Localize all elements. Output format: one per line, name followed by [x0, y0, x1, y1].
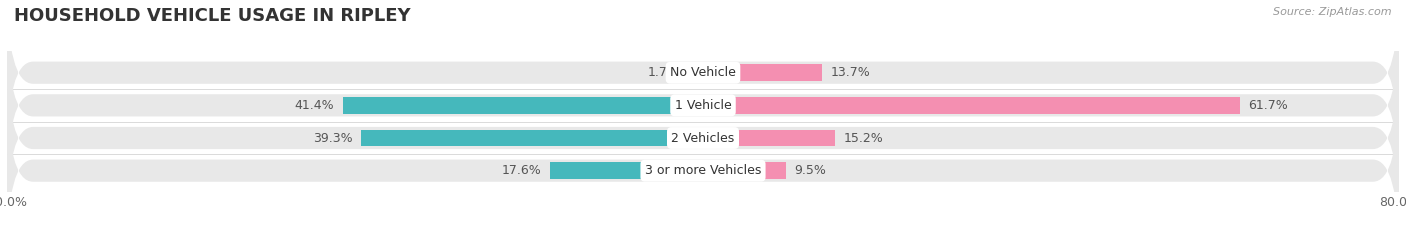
Bar	[703, 64, 823, 81]
Text: 61.7%: 61.7%	[1249, 99, 1288, 112]
Text: 1 Vehicle: 1 Vehicle	[675, 99, 731, 112]
Text: 13.7%: 13.7%	[831, 66, 870, 79]
Text: 1.7%: 1.7%	[648, 66, 679, 79]
Text: HOUSEHOLD VEHICLE USAGE IN RIPLEY: HOUSEHOLD VEHICLE USAGE IN RIPLEY	[14, 7, 411, 25]
Bar	[703, 129, 835, 146]
Bar	[550, 162, 703, 179]
Bar	[361, 129, 703, 146]
Text: 39.3%: 39.3%	[312, 132, 353, 145]
FancyBboxPatch shape	[7, 0, 1399, 160]
Bar	[703, 162, 786, 179]
Text: 17.6%: 17.6%	[502, 164, 541, 177]
Text: 15.2%: 15.2%	[844, 132, 884, 145]
Text: No Vehicle: No Vehicle	[671, 66, 735, 79]
Text: 2 Vehicles: 2 Vehicles	[672, 132, 734, 145]
Text: 41.4%: 41.4%	[294, 99, 335, 112]
Bar	[688, 64, 703, 81]
Bar	[703, 97, 1240, 114]
Bar	[343, 97, 703, 114]
Text: 9.5%: 9.5%	[794, 164, 827, 177]
Text: Source: ZipAtlas.com: Source: ZipAtlas.com	[1274, 7, 1392, 17]
Text: 3 or more Vehicles: 3 or more Vehicles	[645, 164, 761, 177]
FancyBboxPatch shape	[7, 18, 1399, 192]
FancyBboxPatch shape	[7, 51, 1399, 225]
FancyBboxPatch shape	[7, 84, 1399, 234]
